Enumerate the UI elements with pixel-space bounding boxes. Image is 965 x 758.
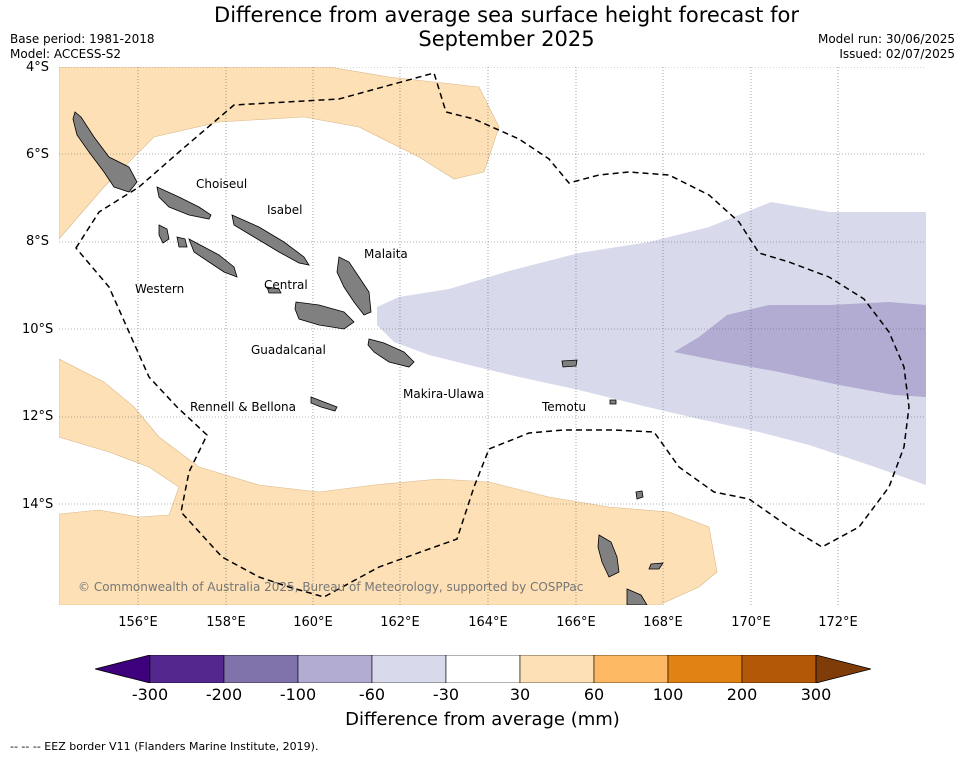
lat-label-14s: 14°S [22,497,54,512]
map-area: Choiseul Isabel Malaita Western Central … [59,67,926,605]
colorbar-seg-9 [741,654,817,684]
colorbar-tick-label: -60 [358,685,386,704]
colorbar-svg [94,654,872,684]
colorbar-tick-label: 200 [726,685,758,704]
place-label-temotu: Temotu [542,400,587,414]
issued-date: Issued: 02/07/2025 [839,47,955,61]
title-line-2: September 2025 [418,27,595,51]
lon-label-162e: 162°E [380,615,420,630]
place-label-western: Western [135,282,185,296]
island-rennell [310,396,338,412]
colorbar-seg-3 [297,654,373,684]
eez-legend-note: -- -- -- EEZ border V11 (Flanders Marine… [10,740,319,753]
colorbar-tick-label: 30 [509,685,531,704]
island-santa-cruz [561,359,578,368]
lon-label-170e: 170°E [731,615,771,630]
colorbar-seg-1 [149,654,225,684]
colorbar-tick-label: -200 [205,685,243,704]
island-new-georgia [188,238,238,278]
map-title: Difference from average sea surface heig… [0,3,965,51]
base-period: Base period: 1981-2018 [10,32,155,46]
island-choiseul [156,186,212,220]
lon-label-172e: 172°E [818,615,858,630]
place-label-choiseul: Choiseul [196,177,248,191]
lat-label-4s: 4°S [26,60,50,75]
island-kolombangara [176,236,188,248]
copyright-notice: © Commonwealth of Australia 2025, Bureau… [78,580,584,594]
lat-label-12s: 12°S [22,409,54,424]
island-florida [266,286,282,294]
eez-border [75,72,910,598]
place-label-central: Central [264,278,308,292]
place-label-isabel: Isabel [267,203,303,217]
island-torres [635,490,644,500]
colorbar-extend-max [815,654,872,684]
island-vella [158,224,170,244]
anomaly-region-negative-medium [674,302,926,397]
colorbar [94,654,872,687]
model-info: Base period: 1981-2018 Model: ACCESS-S2 [10,32,155,62]
place-label-malaita: Malaita [364,247,408,261]
anomaly-region-negative-light [377,202,926,485]
island-maewo [648,562,664,570]
lat-label-10s: 10°S [22,322,54,337]
colorbar-tick-label: -300 [131,685,169,704]
colorbar-seg-4 [371,654,447,684]
lon-label-158e: 158°E [206,615,246,630]
anomaly-region-positive-south [59,358,718,605]
island-makira [367,338,415,368]
lon-label-166e: 166°E [556,615,596,630]
run-info: Model run: 30/06/2025 Issued: 02/07/2025 [818,32,955,62]
colorbar-seg-8 [667,654,743,684]
colorbar-seg-5 [445,654,521,684]
island-isabel [231,214,310,266]
graticule [59,67,926,605]
island-guadalcanal [294,301,355,330]
island-espiritu-santo [597,534,620,578]
colorbar-extend-min [94,654,151,684]
island-malekula [626,588,648,605]
lon-label-156e: 156°E [118,615,158,630]
island-bougainville [72,111,138,193]
model-run-date: Model run: 30/06/2025 [817,32,955,46]
colorbar-tick-label: -30 [432,685,460,704]
map-canvas [59,67,926,605]
colorbar-tick-label: 60 [583,685,605,704]
title-line-1: Difference from average sea surface heig… [214,3,799,27]
lat-label-6s: 6°S [26,147,50,162]
place-label-makira-ulawa: Makira-Ulawa [403,387,485,401]
lon-label-164e: 164°E [468,615,508,630]
model-name: Model: ACCESS-S2 [10,47,122,61]
lon-label-160e: 160°E [293,615,333,630]
colorbar-seg-2 [223,654,299,684]
colorbar-label: Difference from average (mm) [345,709,620,730]
lon-label-168e: 168°E [643,615,683,630]
colorbar-seg-7 [593,654,669,684]
colorbar-seg-6 [519,654,595,684]
lat-label-8s: 8°S [26,234,50,249]
land-masses [72,111,664,605]
colorbar-tick-label: 300 [800,685,832,704]
island-malaita [336,256,372,316]
place-label-rennell-bellona: Rennell & Bellona [190,400,297,414]
colorbar-tick-label: 100 [652,685,684,704]
island-vanikoro [609,399,617,405]
colorbar-tick-label: -100 [279,685,317,704]
place-label-guadalcanal: Guadalcanal [251,343,326,357]
